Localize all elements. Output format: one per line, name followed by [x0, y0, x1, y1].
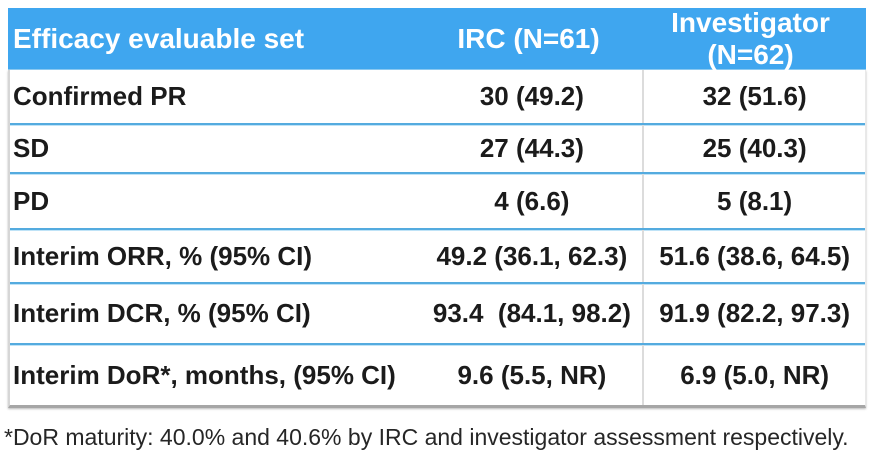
header-cell-irc: IRC (N=61) [457, 22, 600, 54]
investigator-value: 51.6 (38.6, 64.5) [642, 230, 865, 282]
row-label: Interim DCR, % (95% CI) [13, 298, 311, 328]
row-label: PD [13, 185, 50, 216]
row-label: SD [13, 133, 50, 163]
investigator-value: 6.9 (5.0, NR) [642, 345, 865, 405]
row-label: Interim ORR, % (95% CI) [13, 240, 313, 271]
irc-value: 93.4 (84.1, 98.2) [432, 298, 631, 328]
table-row-confirmed-pr: Confirmed PR 30 (49.2) 32 (51.6) [10, 70, 865, 123]
irc-value: 30 (49.2) [479, 81, 584, 111]
irc-value: 27 (44.3) [479, 133, 584, 163]
table-row-interim-orr: Interim ORR, % (95% CI) 49.2 (36.1, 62.3… [10, 228, 865, 282]
investigator-value: 25 (40.3) [642, 125, 865, 172]
table-row-interim-dor: Interim DoR*, months, (95% CI) 9.6 (5.5,… [10, 343, 865, 405]
table-row-sd: SD 27 (44.3) 25 (40.3) [10, 123, 865, 172]
irc-value: 9.6 (5.5, NR) [457, 359, 607, 390]
investigator-value: 5 (8.1) [642, 174, 865, 228]
investigator-value: 91.9 (82.2, 97.3) [642, 284, 865, 343]
table-body: Confirmed PR 30 (49.2) 32 (51.6) SD 27 (… [8, 70, 866, 408]
efficacy-results-table: Efficacy evaluable set IRC (N=61) Invest… [8, 6, 866, 408]
header-cell-efficacy-set: Efficacy evaluable set [13, 22, 305, 54]
header-cell-investigator: Investigator (N=62) [671, 6, 838, 70]
table-row-interim-dcr: Interim DCR, % (95% CI) 93.4 (84.1, 98.2… [10, 282, 865, 343]
irc-value: 4 (6.6) [494, 185, 570, 216]
row-label: Interim DoR*, months, (95% CI) [13, 359, 396, 390]
row-label: Confirmed PR [13, 81, 187, 111]
table-header-row: Efficacy evaluable set IRC (N=61) Invest… [8, 6, 866, 70]
irc-value: 49.2 (36.1, 62.3) [436, 240, 628, 271]
table-row-pd: PD 4 (6.6) 5 (8.1) [10, 172, 865, 228]
investigator-value: 32 (51.6) [642, 70, 865, 123]
dor-maturity-footnote: *DoR maturity: 40.0% and 40.6% by IRC an… [4, 424, 849, 450]
